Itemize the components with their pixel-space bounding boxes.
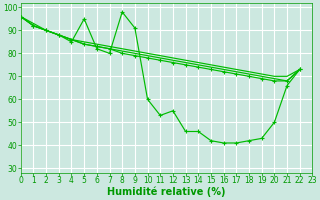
X-axis label: Humidité relative (%): Humidité relative (%) [107,187,226,197]
